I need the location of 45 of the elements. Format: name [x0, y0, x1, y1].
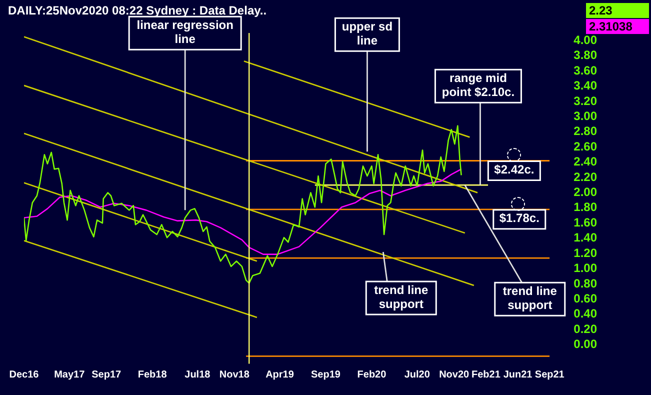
y-tick-label: 4.00 [574, 32, 598, 47]
y-tick-label: 2.20 [574, 170, 598, 184]
annotation: trend line support [374, 282, 428, 311]
y-tick-label: 2.40 [574, 154, 598, 169]
x-tick-label: May17 [54, 370, 86, 381]
x-tick-label: Feb18 [138, 370, 168, 381]
y-tick-label: 1.40 [574, 230, 598, 245]
y-tick-label: 2.00 [574, 185, 598, 200]
text: 2.23 [589, 3, 613, 18]
y-tick-label: 1.80 [574, 200, 598, 214]
x-tick-label: Sep21 [534, 370, 565, 381]
x-tick-label: Apr19 [266, 370, 294, 381]
x-tick-label: Jun21 [503, 370, 533, 381]
y-tick-label: 2.60 [574, 139, 598, 154]
y-tick-label: 3.40 [574, 78, 598, 93]
x-tick-label: Dec16 [9, 370, 40, 381]
annotation: trend line support [502, 284, 558, 312]
y-tick-label: 0.20 [574, 322, 598, 336]
x-tick-label: Sep17 [92, 370, 122, 381]
y-tick-label: 2.80 [574, 124, 598, 138]
x-tick-label: Feb20 [357, 370, 387, 381]
y-tick-label: 0.00 [574, 337, 598, 352]
y-tick-label: 3.80 [574, 48, 598, 62]
annotation: $2.42c. [494, 162, 534, 177]
x-tick-label: Nov20 [439, 370, 470, 381]
y-tick-label: 1.60 [574, 215, 598, 230]
y-tick-label: 0.40 [574, 306, 598, 321]
y-tick-label: 0.60 [574, 291, 598, 306]
y-tick-label: 3.00 [574, 108, 598, 123]
y-tick-label: 3.20 [574, 94, 598, 108]
x-tick-label: Jul18 [184, 370, 211, 381]
y-tick-label: 1.00 [574, 261, 598, 276]
annotation: range mid point $2.10c. [442, 70, 515, 99]
chart-title: DAILY:25Nov2020 08:22 Sydney : Data Delay.. [8, 3, 267, 18]
annotation: $1.78c. [499, 211, 540, 226]
y-tick-label: 1.20 [574, 246, 598, 260]
text: 2.31038 [589, 19, 633, 34]
x-tick-label: Jul20 [404, 370, 430, 381]
y-tick-label: 0.80 [574, 276, 598, 290]
annotation: linear regression line [136, 18, 234, 46]
x-tick-label: Feb21 [471, 370, 501, 381]
annotation: upper sd line [342, 19, 393, 48]
x-tick-label: Nov18 [219, 370, 250, 381]
y-tick-label: 3.60 [574, 63, 598, 78]
x-tick-label: Sep19 [311, 370, 341, 381]
